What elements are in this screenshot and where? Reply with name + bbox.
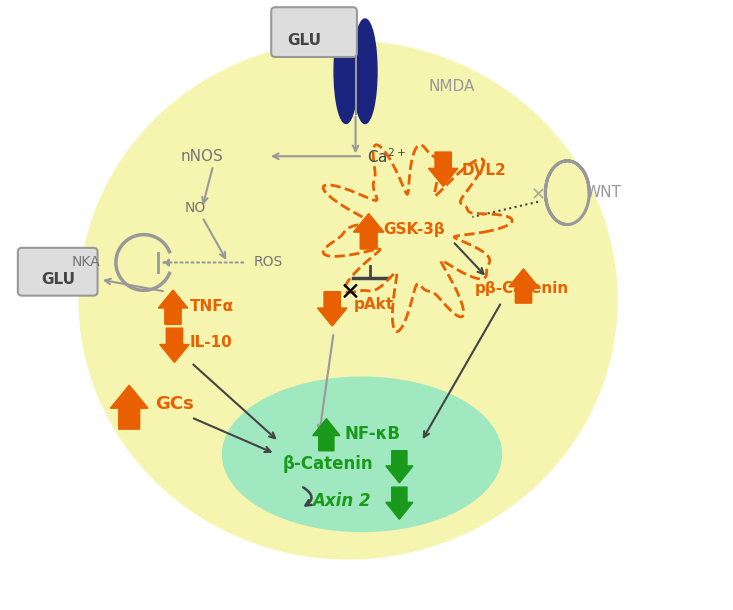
Text: GSK-3β: GSK-3β: [383, 221, 445, 237]
Ellipse shape: [353, 19, 377, 123]
Polygon shape: [313, 418, 340, 451]
FancyBboxPatch shape: [18, 248, 97, 296]
Text: GLU: GLU: [287, 34, 322, 48]
Text: Ca$^{2+}$: Ca$^{2+}$: [366, 147, 405, 165]
Text: IL-10: IL-10: [190, 335, 232, 350]
Text: NO: NO: [184, 201, 205, 215]
Text: pβ-Catenin: pβ-Catenin: [474, 281, 569, 296]
Text: pAkt: pAkt: [354, 298, 394, 312]
Ellipse shape: [334, 19, 358, 123]
Polygon shape: [353, 214, 384, 249]
Polygon shape: [429, 152, 458, 186]
FancyBboxPatch shape: [271, 7, 357, 57]
Text: Axin 2: Axin 2: [312, 492, 370, 509]
Polygon shape: [160, 328, 189, 362]
Text: GLU: GLU: [41, 272, 75, 287]
Text: NKA: NKA: [71, 256, 100, 270]
Text: β-Catenin: β-Catenin: [282, 455, 373, 473]
Text: WNT: WNT: [586, 185, 622, 200]
Polygon shape: [111, 386, 148, 429]
Ellipse shape: [79, 41, 617, 559]
Polygon shape: [386, 487, 413, 519]
Text: DVL2: DVL2: [462, 163, 507, 178]
Ellipse shape: [223, 377, 501, 531]
Polygon shape: [386, 451, 413, 483]
Text: NF-κB: NF-κB: [345, 425, 401, 443]
Text: ✕: ✕: [340, 281, 361, 305]
Polygon shape: [509, 269, 538, 303]
Text: NMDA: NMDA: [429, 79, 475, 94]
Text: nNOS: nNOS: [181, 149, 224, 163]
Polygon shape: [158, 290, 188, 325]
Polygon shape: [317, 292, 347, 326]
Text: GCs: GCs: [155, 395, 194, 413]
Text: ROS: ROS: [254, 256, 282, 270]
Text: ✕: ✕: [531, 187, 545, 205]
Text: TNFα: TNFα: [190, 299, 234, 314]
